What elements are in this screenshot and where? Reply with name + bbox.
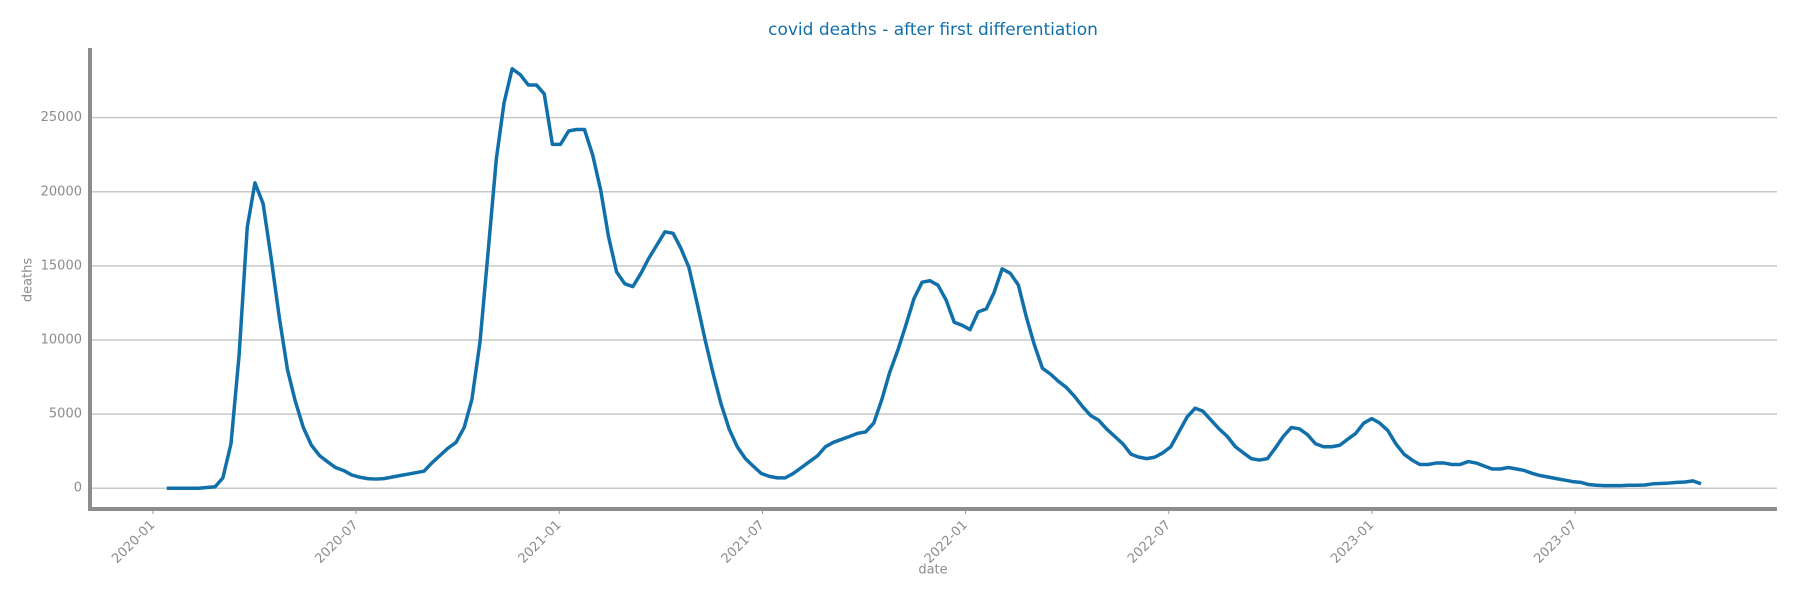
y-tick-label: 0: [74, 481, 82, 496]
y-tick-label: 20000: [41, 184, 82, 199]
y-tick-label: 10000: [41, 333, 82, 348]
x-tick-label: 2023-07: [1531, 518, 1580, 567]
y-tick-label: 25000: [41, 110, 82, 125]
x-tick-label: 2022-07: [1125, 518, 1174, 567]
data-line: [166, 67, 1702, 490]
x-tick-label: 2022-01: [922, 518, 971, 567]
chart-title: covid deaths - after first differentiati…: [768, 20, 1098, 40]
x-tick-label: 2021-07: [719, 518, 768, 567]
x-axis-label: date: [918, 563, 947, 578]
y-tick-label: 15000: [41, 258, 82, 273]
y-axis-label: deaths: [21, 258, 36, 303]
x-tick-label: 2020-01: [109, 518, 158, 567]
x-tick-label: 2020-07: [312, 518, 361, 567]
x-tick-label: 2023-01: [1328, 518, 1377, 567]
y-tick-label: 5000: [49, 407, 82, 422]
x-tick-label: 2021-01: [516, 518, 565, 567]
